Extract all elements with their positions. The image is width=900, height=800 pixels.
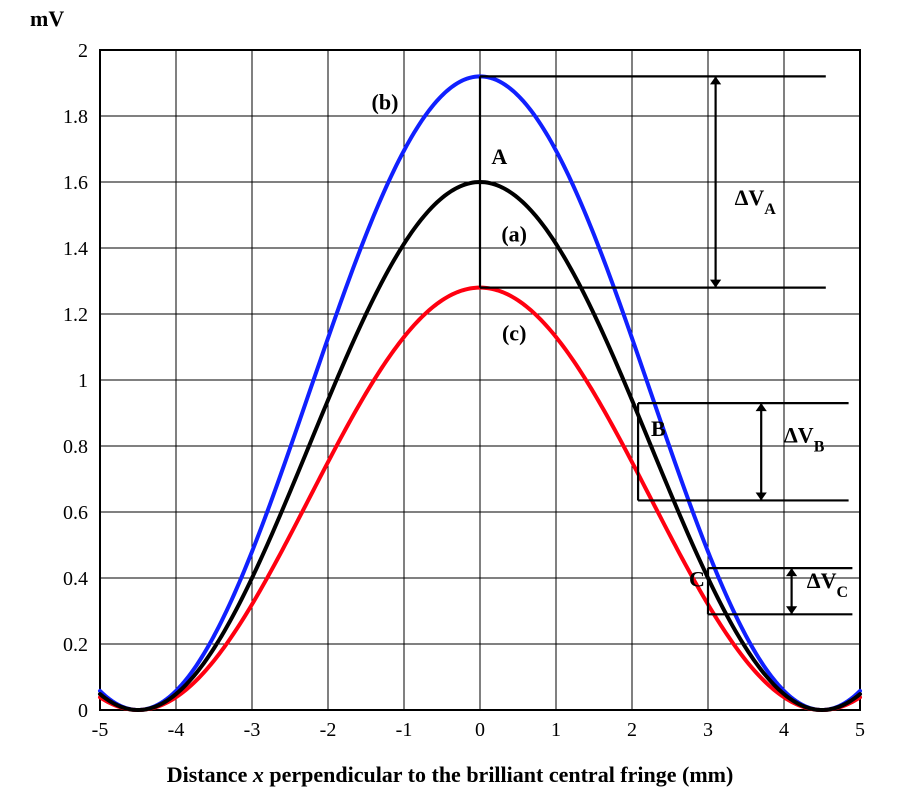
svg-text:1.6: 1.6 [63,172,88,194]
line-chart: -5 -4 -3 -2 -1 0 1 2 3 4 5 0 0.2 0.4 0.6 0.8 1 1.2 1.4 1.6 1… [0,0,900,800]
svg-text:0: 0 [78,700,88,722]
svg-text:-5: -5 [92,719,109,741]
svg-text:2: 2 [78,40,88,62]
svg-text:A: A [491,144,507,169]
svg-text:(c): (c) [502,320,526,345]
svg-text:(b): (b) [372,89,399,114]
svg-text:2: 2 [627,719,637,741]
svg-text:1.8: 1.8 [63,106,88,128]
svg-text:0.6: 0.6 [63,502,88,524]
svg-text:-2: -2 [320,719,337,741]
svg-text:0.2: 0.2 [63,634,88,656]
svg-text:C: C [689,566,705,591]
svg-text:-4: -4 [168,719,185,741]
svg-text:5: 5 [855,719,865,741]
svg-text:B: B [651,416,666,441]
x-axis-title: Distance x perpendicular to the brillian… [0,762,900,788]
svg-text:1: 1 [78,370,88,392]
svg-text:-3: -3 [244,719,261,741]
svg-text:0.8: 0.8 [63,436,88,458]
svg-text:4: 4 [779,719,789,741]
chart-container: mV -5 -4 -3 -2 -1 0 1 2 3 4 5 0 0.2 0.4 0.6 0.8 1 1.2 1.4 1… [0,0,900,800]
svg-text:0: 0 [475,719,485,741]
svg-text:3: 3 [703,719,713,741]
svg-text:-1: -1 [396,719,413,741]
svg-text:(a): (a) [501,221,527,246]
svg-text:1: 1 [551,719,561,741]
svg-text:1.2: 1.2 [63,304,88,326]
y-axis-title: mV [30,6,64,32]
svg-text:1.4: 1.4 [63,238,88,260]
svg-text:0.4: 0.4 [63,568,88,590]
